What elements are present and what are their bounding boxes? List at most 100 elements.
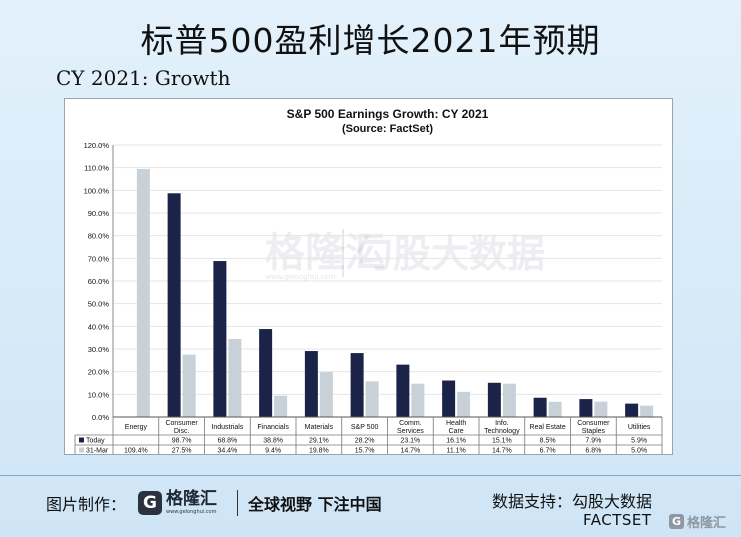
bar-today: [579, 399, 593, 417]
bar-31-mar: [274, 395, 288, 417]
data-value-label: 15.1%: [492, 438, 512, 445]
bar-31-mar: [457, 391, 471, 417]
bar-today: [167, 193, 181, 417]
bar-today: [533, 397, 547, 417]
y-tick-label: 70.0%: [88, 254, 110, 263]
x-category-label: Care: [449, 428, 464, 435]
data-value-label: 28.2%: [355, 438, 375, 445]
bar-31-mar: [640, 405, 654, 417]
data-value-label: 23.1%: [400, 438, 420, 445]
x-category-label: Energy: [125, 424, 148, 431]
credit-label: 图片制作：: [46, 495, 127, 514]
x-category-label: Industrials: [211, 424, 243, 431]
slogan: 全球视野 下注中国: [248, 495, 382, 514]
data-value-label: 16.1%: [446, 438, 466, 445]
x-category-label: Real Estate: [530, 424, 566, 431]
y-tick-label: 40.0%: [88, 322, 110, 331]
watermark-partner: 勾股大数据: [355, 232, 545, 276]
bar-today: [442, 380, 456, 417]
x-category-label: Staples: [582, 428, 606, 435]
bar-31-mar: [182, 354, 196, 417]
x-category-label: Financials: [257, 424, 289, 431]
x-category-label: Technology: [484, 428, 520, 435]
footer-divider: [0, 475, 741, 476]
data-value-label: 5.0%: [631, 448, 647, 455]
y-tick-label: 110.0%: [84, 164, 109, 173]
data-value-label: 7.9%: [585, 438, 601, 445]
data-value-label: 8.5%: [540, 438, 556, 445]
data-value-label: 29.1%: [309, 438, 329, 445]
x-category-label: Materials: [305, 424, 334, 431]
bar-today: [396, 364, 410, 417]
y-tick-label: 20.0%: [88, 368, 110, 377]
brand-logo: G 格隆汇 www.gelonghui.com: [138, 491, 217, 515]
x-category-label: Utilities: [628, 424, 651, 431]
y-tick-label: 50.0%: [88, 300, 110, 309]
bar-today: [350, 353, 364, 417]
data-value-label: 109.4%: [124, 448, 148, 455]
watermark-url: www.gelonghui.com: [265, 273, 336, 281]
data-value-label: 11.1%: [446, 448, 465, 455]
data-support-name: 勾股大数据: [572, 492, 653, 511]
watermark-logo: 格隆汇: [265, 230, 385, 276]
x-category-label: Services: [397, 428, 424, 435]
data-value-label: 9.4%: [265, 448, 281, 455]
footer-vertical-separator: [237, 490, 239, 516]
y-tick-label: 90.0%: [88, 209, 110, 218]
bar-31-mar: [594, 401, 608, 417]
x-category-label: S&P 500: [351, 424, 379, 431]
bar-31-mar: [411, 383, 425, 417]
data-support: 数据支持：勾股大数据: [492, 488, 652, 512]
data-value-label: 68.8%: [217, 438, 237, 445]
data-value-label: 38.8%: [263, 438, 283, 445]
legend-swatch-today: [79, 437, 84, 443]
data-value-label: 98.7%: [172, 438, 192, 445]
data-value-label: 6.7%: [540, 448, 556, 455]
y-tick-label: 0.0%: [92, 413, 109, 422]
x-category-label: Health: [446, 420, 466, 427]
data-value-label: 34.4%: [217, 448, 237, 455]
y-tick-label: 30.0%: [88, 345, 110, 354]
data-value-label: 19.8%: [309, 448, 329, 455]
bar-today: [625, 403, 639, 417]
x-category-label: Consumer: [165, 420, 198, 427]
x-category-label: Info.: [495, 420, 509, 427]
brand-url: www.gelonghui.com: [166, 509, 217, 515]
brand-name: 格隆汇: [166, 489, 218, 509]
bar-31-mar: [548, 401, 562, 417]
data-value-label: 6.8%: [585, 448, 601, 455]
data-value-label: 14.7%: [492, 448, 512, 455]
bar-31-mar: [136, 169, 150, 417]
corner-brand-name: 格隆汇: [687, 516, 727, 531]
data-value-label: 14.7%: [400, 448, 420, 455]
bar-31-mar: [319, 372, 333, 417]
x-category-label: Consumer: [577, 420, 610, 427]
page-title: 标普500盈利增长2021年预期: [140, 21, 601, 60]
bar-today: [304, 351, 318, 417]
chart-subtitle: CY 2021: Growth: [56, 66, 231, 90]
legend-swatch-31-mar: [79, 447, 84, 453]
legend-label: Today: [86, 438, 105, 445]
bar-today: [259, 329, 273, 417]
chart-frame: 格隆汇 www.gelonghui.com 勾股大数据 S&P 500 Earning…: [64, 98, 673, 455]
y-tick-label: 60.0%: [88, 277, 110, 286]
data-value-label: 27.5%: [172, 448, 192, 455]
y-tick-label: 100.0%: [84, 186, 110, 195]
data-support-label: 数据支持：: [492, 492, 573, 511]
bar-today: [213, 261, 227, 417]
data-value-label: 5.9%: [631, 438, 647, 445]
source-name: FACTSET: [583, 511, 652, 529]
chart-title: S&P 500 Earnings Growth: CY 2021: [287, 107, 489, 121]
corner-g-icon: G: [669, 514, 684, 529]
y-tick-label: 120.0%: [84, 141, 110, 150]
x-category-label: Disc.: [174, 428, 190, 435]
data-value-label: 15.7%: [355, 448, 375, 455]
bar-today: [487, 382, 501, 417]
bar-31-mar: [502, 383, 516, 417]
y-tick-label: 10.0%: [88, 390, 110, 399]
brand-g-icon: G: [138, 491, 163, 515]
corner-brand: G 格隆汇: [669, 512, 726, 531]
y-tick-label: 80.0%: [88, 232, 110, 241]
bar-31-mar: [228, 339, 242, 417]
